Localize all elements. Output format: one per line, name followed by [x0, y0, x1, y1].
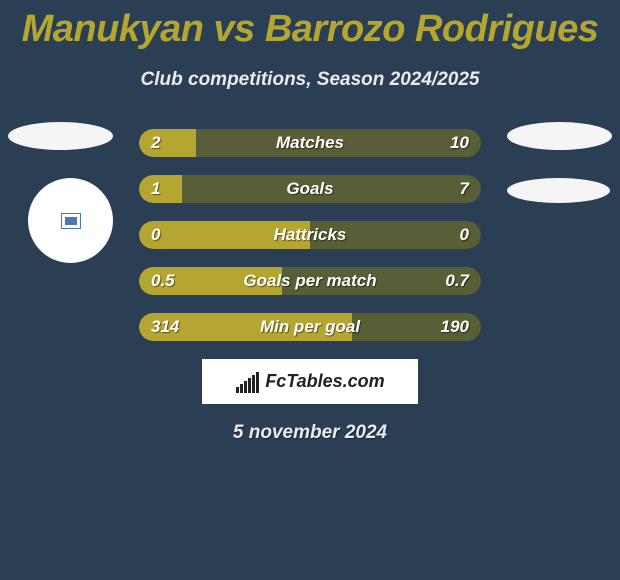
stat-row: 2Matches10	[139, 129, 481, 157]
stat-label: Goals	[139, 179, 481, 199]
footer-text: FcTables.com	[265, 371, 384, 392]
stats-container: 2Matches10 1Goals7 0Hattricks0 0.5Goals per…	[139, 129, 481, 341]
stat-label: Goals per match	[139, 271, 481, 291]
player-right-club-placeholder	[507, 178, 610, 203]
stat-value-right: 7	[460, 179, 469, 199]
stat-row: 0Hattricks0	[139, 221, 481, 249]
footer-attribution: FcTables.com	[202, 359, 418, 404]
player-right-flag-placeholder	[507, 122, 612, 150]
player-left-avatar	[28, 178, 113, 263]
date-label: 5 november 2024	[0, 422, 620, 444]
stat-label: Hattricks	[139, 225, 481, 245]
stat-value-right: 0.7	[445, 271, 469, 291]
stat-value-right: 0	[460, 225, 469, 245]
avatar-placeholder-icon	[61, 213, 81, 229]
stat-value-right: 190	[441, 317, 469, 337]
fctables-logo-icon	[235, 371, 261, 393]
stat-value-right: 10	[450, 133, 469, 153]
stat-row: 1Goals7	[139, 175, 481, 203]
player-left-flag-placeholder	[8, 122, 113, 150]
subtitle: Club competitions, Season 2024/2025	[0, 69, 620, 91]
stat-row: 314Min per goal190	[139, 313, 481, 341]
page-title: Manukyan vs Barrozo Rodrigues	[0, 0, 620, 51]
stat-label: Min per goal	[139, 317, 481, 337]
stat-row: 0.5Goals per match0.7	[139, 267, 481, 295]
stat-label: Matches	[139, 133, 481, 153]
